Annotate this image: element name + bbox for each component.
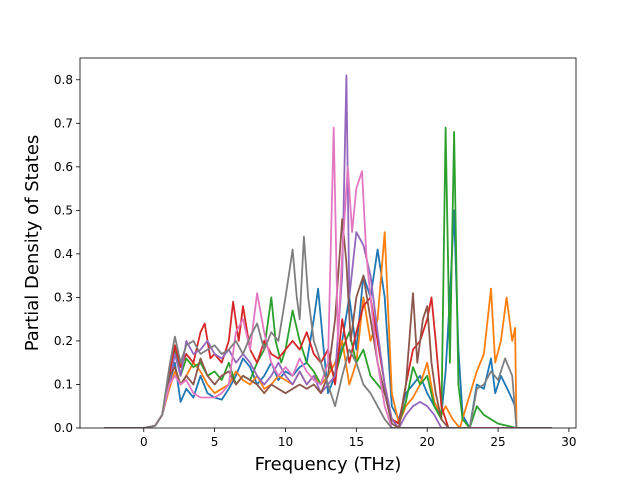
x-tick-label: 0 bbox=[140, 435, 148, 449]
series-line-7 bbox=[104, 126, 552, 428]
x-tick-label: 20 bbox=[420, 435, 435, 449]
y-tick-label: 0.6 bbox=[54, 160, 73, 174]
y-tick-label: 0.2 bbox=[54, 334, 73, 348]
series-line-6 bbox=[104, 218, 552, 428]
y-tick-label: 0.7 bbox=[54, 116, 73, 130]
y-tick-label: 0.0 bbox=[54, 421, 73, 435]
series-group bbox=[104, 74, 552, 428]
series-line-2 bbox=[104, 231, 552, 428]
x-tick-label: 30 bbox=[561, 435, 576, 449]
y-tick-label: 0.3 bbox=[54, 290, 73, 304]
y-tick-label: 0.5 bbox=[54, 203, 73, 217]
x-tick-label: 10 bbox=[278, 435, 293, 449]
plot-frame bbox=[79, 57, 577, 429]
series-line-4 bbox=[104, 296, 552, 428]
y-axis-label: Partial Density of States bbox=[22, 135, 43, 352]
series-line-5 bbox=[104, 74, 552, 428]
y-tick-label: 0.1 bbox=[54, 377, 73, 391]
x-tick-label: 25 bbox=[490, 435, 505, 449]
y-tick-label: 0.4 bbox=[54, 247, 73, 261]
x-tick-label: 5 bbox=[211, 435, 219, 449]
series-line-8 bbox=[104, 235, 552, 428]
x-tick-label: 15 bbox=[349, 435, 364, 449]
y-axis-ticks: 0.0 0.1 0.2 0.3 0.4 0.5 0.6 0.7 0.8 bbox=[54, 73, 80, 435]
x-axis-ticks: 0 5 10 15 20 25 30 bbox=[140, 428, 577, 449]
x-axis-label: Frequency (THz) bbox=[255, 454, 402, 475]
y-tick-label: 0.8 bbox=[54, 73, 73, 87]
